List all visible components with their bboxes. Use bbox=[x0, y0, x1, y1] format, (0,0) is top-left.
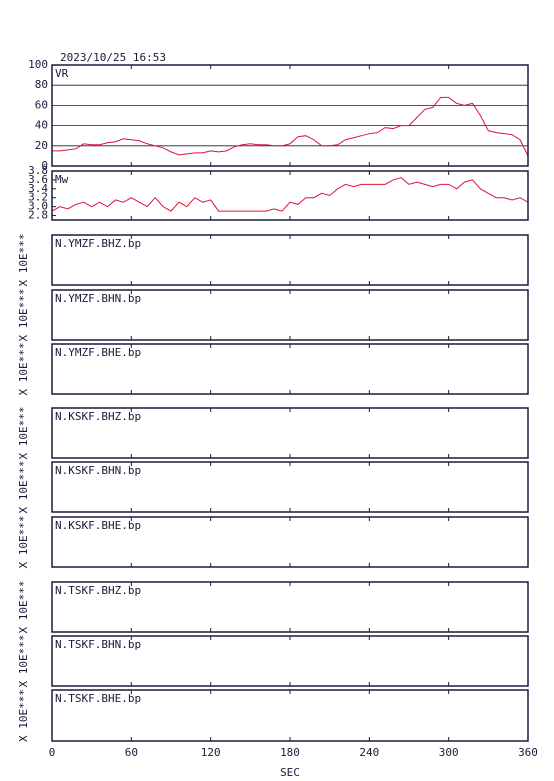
panel-label: N.TSKF.BHZ.bp bbox=[55, 584, 141, 597]
y-axis-label: X 10E*** bbox=[17, 343, 30, 396]
y-tick-label: 3.8 bbox=[28, 164, 48, 177]
y-tick-label: 3.0 bbox=[28, 200, 48, 213]
y-axis-label: X 10E*** bbox=[17, 635, 30, 688]
x-tick-label: 180 bbox=[280, 746, 300, 759]
panel-frame bbox=[51, 407, 529, 459]
y-tick-label: 3.4 bbox=[28, 182, 48, 195]
y-tick-label: 60 bbox=[35, 98, 48, 111]
y-tick-label: 0 bbox=[41, 159, 48, 172]
panel-label: N.YMZF.BHE.bp bbox=[55, 346, 141, 359]
panel-frame bbox=[51, 289, 529, 341]
panel-frame bbox=[51, 234, 529, 286]
chart-title: 2023/10/25 16:53 bbox=[60, 51, 166, 64]
y-tick-label: 3.2 bbox=[28, 191, 48, 204]
panel-frame bbox=[51, 635, 529, 687]
y-tick-label: 2.8 bbox=[28, 209, 48, 222]
y-axis-label: X 10E*** bbox=[17, 234, 30, 287]
y-tick-label: 20 bbox=[35, 139, 48, 152]
panel-frame bbox=[51, 343, 529, 395]
y-axis-label: X 10E*** bbox=[17, 516, 30, 569]
panel-frame bbox=[51, 581, 529, 633]
x-tick-label: 0 bbox=[49, 746, 56, 759]
panel-label: VR bbox=[55, 67, 69, 80]
y-tick-label: 100 bbox=[28, 58, 48, 71]
panel-label: Mw bbox=[55, 173, 69, 186]
x-tick-label: 240 bbox=[359, 746, 379, 759]
y-axis-label: X 10E*** bbox=[17, 407, 30, 460]
y-tick-label: 80 bbox=[35, 78, 48, 91]
y-axis-label: X 10E*** bbox=[17, 461, 30, 514]
panel-label: N.TSKF.BHE.bp bbox=[55, 692, 141, 705]
x-tick-label: 360 bbox=[518, 746, 538, 759]
panel-frame bbox=[51, 64, 529, 167]
panel-label: N.YMZF.BHZ.bp bbox=[55, 237, 141, 250]
panel-label: N.TSKF.BHN.bp bbox=[55, 638, 141, 651]
panel-frame bbox=[51, 461, 529, 513]
y-axis-label: X 10E*** bbox=[17, 689, 30, 742]
y-axis-label: X 10E*** bbox=[17, 581, 30, 634]
data-line bbox=[52, 96, 529, 157]
panel-frame bbox=[51, 516, 529, 568]
panel-label: N.YMZF.BHN.bp bbox=[55, 292, 141, 305]
panel-label: N.KSKF.BHZ.bp bbox=[55, 410, 141, 423]
panel-frame bbox=[51, 689, 529, 742]
data-line bbox=[51, 177, 529, 212]
y-tick-label: 3.6 bbox=[28, 173, 48, 186]
y-tick-label: 40 bbox=[35, 119, 48, 132]
x-tick-label: 60 bbox=[125, 746, 138, 759]
x-tick-label: 300 bbox=[439, 746, 459, 759]
panel-label: N.KSKF.BHN.bp bbox=[55, 464, 141, 477]
panel-label: N.KSKF.BHE.bp bbox=[55, 519, 141, 532]
y-axis-label: X 10E*** bbox=[17, 289, 30, 342]
x-tick-label: 120 bbox=[201, 746, 221, 759]
x-axis-label: SEC bbox=[280, 766, 300, 779]
panel-frame bbox=[51, 170, 529, 221]
